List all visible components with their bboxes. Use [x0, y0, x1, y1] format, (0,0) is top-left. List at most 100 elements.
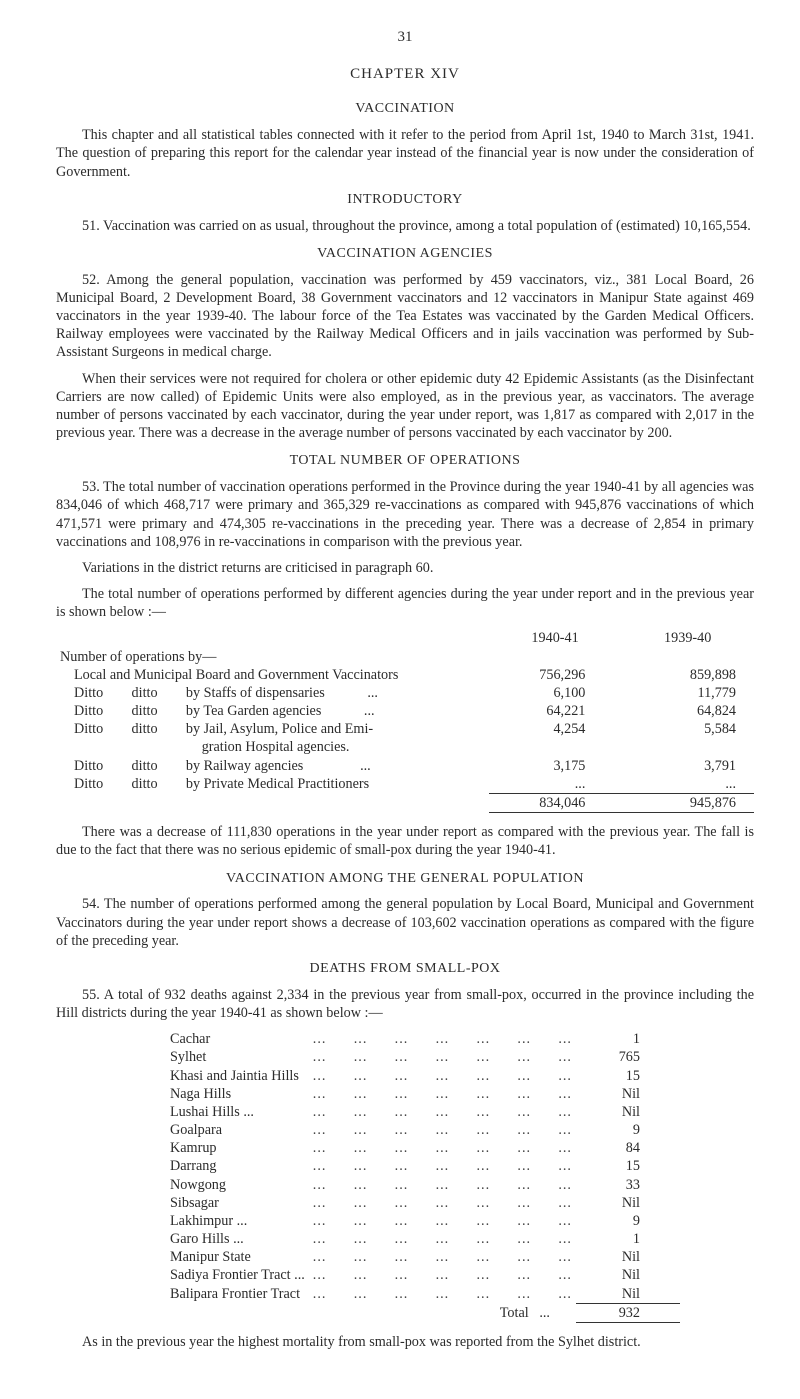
ops-row-v2: 11,779	[621, 684, 754, 702]
ops-row: Ditto ditto by Staffs of dispensaries ..…	[56, 684, 754, 702]
district-row: Goalpara... ... ... ... ... ... ...9	[130, 1121, 680, 1139]
district-row: Sadiya Frontier Tract ...... ... ... ...…	[130, 1266, 680, 1284]
para-52b: When their services were not required fo…	[56, 370, 754, 443]
district-value: 84	[576, 1139, 680, 1157]
district-row: Lushai Hills ...... ... ... ... ... ... …	[130, 1103, 680, 1121]
district-name: Sylhet	[130, 1048, 309, 1066]
operations-table: 1940-41 1939-40 Number of operations by—…	[56, 629, 754, 813]
chapter-heading: CHAPTER XIV	[56, 65, 754, 84]
district-row: Garo Hills ...... ... ... ... ... ... ..…	[130, 1230, 680, 1248]
district-name: Manipur State	[130, 1248, 309, 1266]
dots-leader: ... ... ... ... ... ... ...	[309, 1121, 576, 1139]
dots-leader: ... ... ... ... ... ... ...	[309, 1230, 576, 1248]
dots-leader: ... ... ... ... ... ... ...	[309, 1139, 576, 1157]
district-value: 15	[576, 1157, 680, 1175]
ops-total-1: 834,046	[489, 793, 622, 812]
ops-total-2: 945,876	[621, 793, 754, 812]
dots-leader: ... ... ... ... ... ... ...	[309, 1085, 576, 1103]
para-after-ops-table: There was a decrease of 111,830 operatio…	[56, 823, 754, 859]
district-row: Darrang... ... ... ... ... ... ...15	[130, 1157, 680, 1175]
heading-agencies: VACCINATION AGENCIES	[56, 245, 754, 263]
dots-leader: ... ... ... ... ... ... ...	[309, 1030, 576, 1048]
district-name: Garo Hills ...	[130, 1230, 309, 1248]
district-value: Nil	[576, 1103, 680, 1121]
ops-row-v1: 64,221	[489, 702, 622, 720]
district-value: 33	[576, 1176, 680, 1194]
ops-row-label: Ditto ditto by Jail, Asylum, Police and …	[56, 720, 489, 738]
para-55: 55. A total of 932 deaths against 2,334 …	[56, 986, 754, 1022]
ops-row-v2: 859,898	[621, 666, 754, 684]
ops-row-v1: 6,100	[489, 684, 622, 702]
district-row: Naga Hills... ... ... ... ... ... ...Nil	[130, 1085, 680, 1103]
heading-general-pop: VACCINATION AMONG THE GENERAL POPULATION	[56, 870, 754, 888]
page-number: 31	[56, 28, 754, 47]
district-name: Sadiya Frontier Tract ...	[130, 1266, 309, 1284]
district-name: Kamrup	[130, 1139, 309, 1157]
district-value: 765	[576, 1048, 680, 1066]
ops-row-v1	[489, 738, 622, 756]
district-value: 15	[576, 1067, 680, 1085]
para-51: 51. Vaccination was carried on as usual,…	[56, 217, 754, 235]
district-value: Nil	[576, 1085, 680, 1103]
ops-row-v2: ...	[621, 775, 754, 794]
ops-row-v2: 5,584	[621, 720, 754, 738]
ops-row: Local and Municipal Board and Government…	[56, 666, 754, 684]
district-name: Khasi and Jaintia Hills	[130, 1067, 309, 1085]
dots-leader: ... ... ... ... ... ... ...	[309, 1194, 576, 1212]
heading-total-ops: TOTAL NUMBER OF OPERATIONS	[56, 452, 754, 470]
district-total-value: 932	[576, 1304, 680, 1322]
district-row: Khasi and Jaintia Hills... ... ... ... .…	[130, 1067, 680, 1085]
district-name: Lakhimpur ...	[130, 1212, 309, 1230]
ops-year-1: 1940-41	[489, 629, 622, 647]
para-53c: The total number of operations performed…	[56, 585, 754, 621]
district-value: Nil	[576, 1266, 680, 1284]
ops-row-v2: 3,791	[621, 757, 754, 775]
dots-leader: ... ... ... ... ... ... ...	[309, 1212, 576, 1230]
ops-head: Number of operations by—	[56, 648, 489, 666]
ops-row-label: Local and Municipal Board and Government…	[56, 666, 489, 684]
ops-row-v2	[621, 738, 754, 756]
dots-leader: ... ... ... ... ... ... ...	[309, 1285, 576, 1304]
ops-row: Ditto ditto by Jail, Asylum, Police and …	[56, 720, 754, 738]
district-deaths-table: Cachar... ... ... ... ... ... ...1Sylhet…	[130, 1030, 680, 1323]
para-54: 54. The number of operations performed a…	[56, 895, 754, 950]
district-value: 1	[576, 1230, 680, 1248]
ops-row-label: Ditto ditto by Railway agencies ...	[56, 757, 489, 775]
ops-row-label: gration Hospital agencies.	[56, 738, 489, 756]
ops-year-2: 1939-40	[621, 629, 754, 647]
ops-row: gration Hospital agencies.	[56, 738, 754, 756]
district-row: Balipara Frontier Tract... ... ... ... .…	[130, 1285, 680, 1304]
dots-leader: ... ... ... ... ... ... ...	[309, 1266, 576, 1284]
ops-row-v1: 756,296	[489, 666, 622, 684]
ops-row: Ditto ditto by Tea Garden agencies ...64…	[56, 702, 754, 720]
district-value: 9	[576, 1212, 680, 1230]
para-53b: Variations in the district returns are c…	[56, 559, 754, 577]
district-name: Cachar	[130, 1030, 309, 1048]
para-53a: 53. The total number of vaccination oper…	[56, 478, 754, 551]
ops-row-label: Ditto ditto by Private Medical Practitio…	[56, 775, 489, 794]
ops-row: Ditto ditto by Private Medical Practitio…	[56, 775, 754, 794]
district-row: Sibsagar... ... ... ... ... ... ...Nil	[130, 1194, 680, 1212]
ops-row-v2: 64,824	[621, 702, 754, 720]
para-52a: 52. Among the general population, vaccin…	[56, 271, 754, 362]
dots-leader: ... ... ... ... ... ... ...	[309, 1176, 576, 1194]
district-total-label: Total ...	[309, 1304, 576, 1322]
ops-row-label: Ditto ditto by Staffs of dispensaries ..…	[56, 684, 489, 702]
district-name: Goalpara	[130, 1121, 309, 1139]
district-name: Sibsagar	[130, 1194, 309, 1212]
district-name: Balipara Frontier Tract	[130, 1285, 309, 1304]
heading-introductory: INTRODUCTORY	[56, 191, 754, 209]
district-value: Nil	[576, 1248, 680, 1266]
district-row: Cachar... ... ... ... ... ... ...1	[130, 1030, 680, 1048]
title-vaccination: VACCINATION	[56, 100, 754, 118]
district-value: 9	[576, 1121, 680, 1139]
ops-row-v1: ...	[489, 775, 622, 794]
dots-leader: ... ... ... ... ... ... ...	[309, 1157, 576, 1175]
district-row: Lakhimpur ...... ... ... ... ... ... ...…	[130, 1212, 680, 1230]
closing-para: As in the previous year the highest mort…	[56, 1333, 754, 1351]
district-name: Nowgong	[130, 1176, 309, 1194]
dots-leader: ... ... ... ... ... ... ...	[309, 1048, 576, 1066]
ops-row-label: Ditto ditto by Tea Garden agencies ...	[56, 702, 489, 720]
district-row: Sylhet... ... ... ... ... ... ...765	[130, 1048, 680, 1066]
district-row: Nowgong... ... ... ... ... ... ...33	[130, 1176, 680, 1194]
